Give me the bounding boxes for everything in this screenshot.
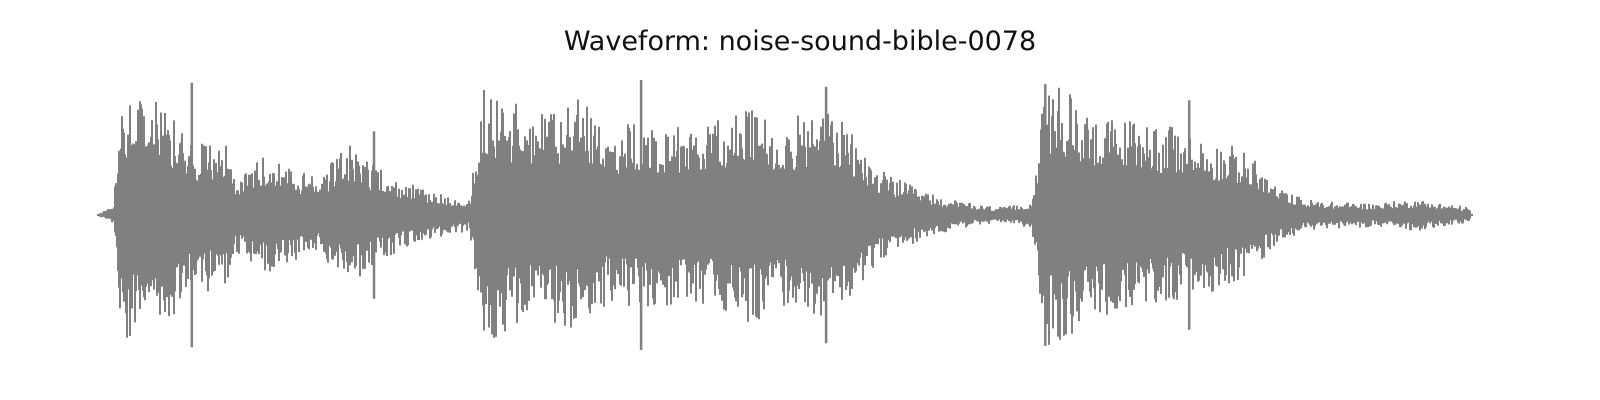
chart-title: Waveform: noise-sound-bible-0078: [563, 26, 1037, 57]
waveform-body: [99, 87, 1471, 345]
waveform-trace: [97, 80, 1473, 350]
